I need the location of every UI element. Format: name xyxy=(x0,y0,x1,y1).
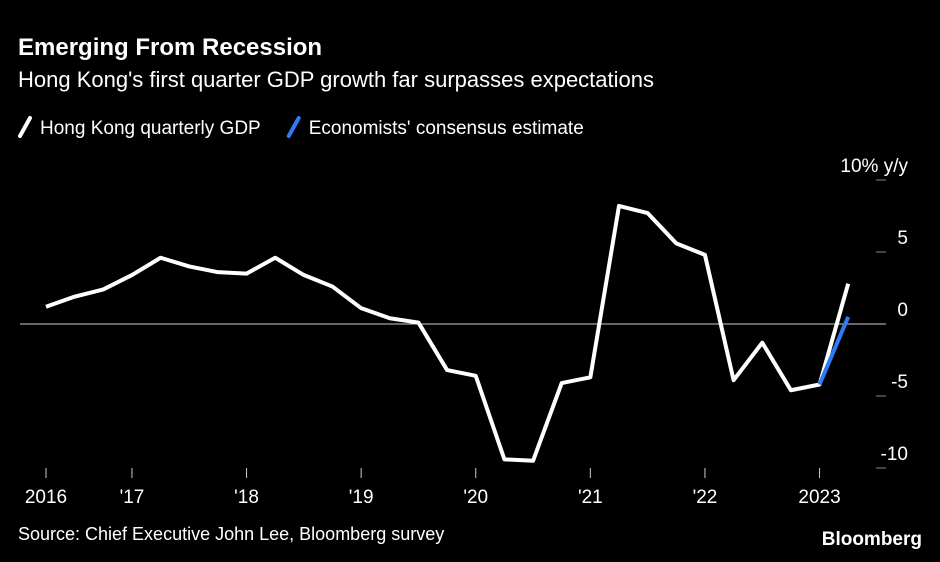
y-tick-label: 0 xyxy=(897,300,908,321)
x-tick-label: '20 xyxy=(463,487,488,508)
series-line xyxy=(45,203,851,463)
series-line xyxy=(817,316,851,386)
x-tick-label: '19 xyxy=(349,487,374,508)
legend-swatch xyxy=(18,116,32,138)
chart-subtitle: Hong Kong's first quarter GDP growth far… xyxy=(18,67,654,92)
y-tick-label: 5 xyxy=(897,228,908,249)
legend-label: Hong Kong quarterly GDP xyxy=(40,118,261,139)
x-tick-label: 2016 xyxy=(25,487,67,508)
chart-title: Emerging From Recession xyxy=(18,34,322,61)
legend-label: Economists' consensus estimate xyxy=(309,118,584,139)
x-tick-label: '21 xyxy=(578,487,603,508)
y-tick-label: -5 xyxy=(891,372,908,393)
x-tick-label: 2023 xyxy=(798,487,840,508)
y-tick-label: -10 xyxy=(881,444,908,465)
x-tick-label: '22 xyxy=(693,487,718,508)
y-tick-label: 10% y/y xyxy=(840,156,908,177)
x-tick-label: '17 xyxy=(120,487,145,508)
legend-swatch xyxy=(286,116,301,138)
x-tick-label: '18 xyxy=(234,487,259,508)
brand: Bloomberg xyxy=(822,529,922,550)
source: Source: Chief Executive John Lee, Bloomb… xyxy=(18,524,444,544)
